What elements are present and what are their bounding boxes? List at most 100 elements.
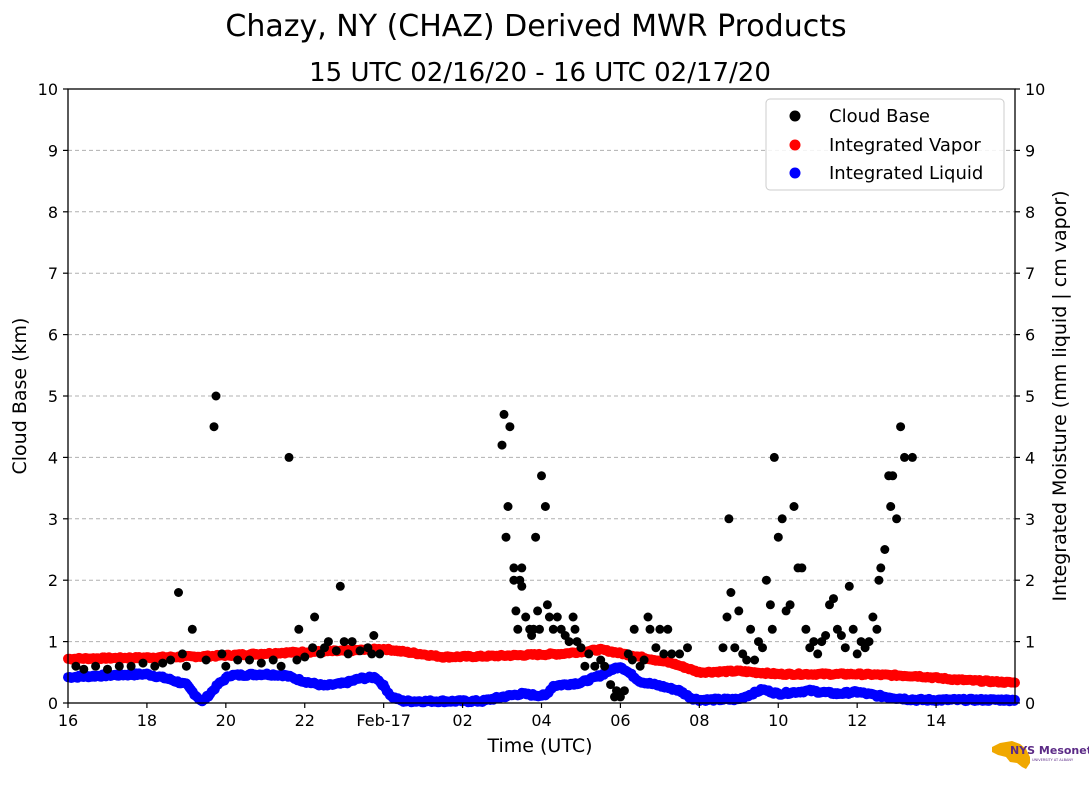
chart-title: Chazy, NY (CHAZ) Derived MWR Products	[225, 9, 846, 44]
cloud-base-point	[789, 502, 799, 511]
cloud-base-point	[517, 581, 527, 591]
y-tick-label-left: 8	[48, 203, 58, 222]
cloud-base-point	[292, 655, 302, 665]
cloud-base-point	[659, 649, 669, 659]
x-tick-label: 02	[452, 711, 472, 730]
legend-label-integrated-vapor: Integrated Vapor	[829, 135, 981, 156]
cloud-base-point	[375, 649, 385, 659]
cloud-base-point	[499, 409, 509, 419]
y-tick-label-right: 2	[1025, 571, 1035, 590]
cloud-base-point	[580, 661, 590, 671]
cloud-base-point	[540, 502, 550, 511]
y-tick-label-left: 10	[38, 80, 58, 99]
x-tick-label: 12	[847, 711, 867, 730]
cloud-base-point	[864, 637, 874, 647]
cloud-base-point	[655, 624, 665, 634]
logo-text: NYS Mesonet	[1010, 744, 1089, 757]
x-tick-label: 06	[610, 711, 630, 730]
cloud-base-point	[651, 643, 661, 653]
cloud-base-point	[730, 643, 740, 653]
cloud-base-point	[533, 606, 543, 616]
cloud-base-point	[511, 606, 521, 616]
nys-mesonet-logo: NYS Mesonet UNIVERSITY AT ALBANY	[992, 741, 1089, 769]
cloud-base-point	[201, 655, 211, 665]
cloud-base-point	[367, 649, 377, 659]
cloud-base-point	[564, 637, 574, 647]
cloud-base-point	[886, 502, 896, 511]
chart-subtitle: 15 UTC 02/16/20 - 16 UTC 02/17/20	[309, 58, 771, 88]
cloud-base-point	[848, 624, 858, 634]
cloud-base-point	[758, 643, 767, 653]
cloud-base-point	[268, 655, 278, 665]
cloud-base-point	[880, 545, 890, 554]
cloud-base-point	[643, 612, 653, 622]
cloud-base-point	[174, 588, 183, 597]
cloud-base-point	[568, 612, 578, 622]
cloud-base-point	[726, 588, 736, 597]
x-tick-label: 16	[58, 711, 78, 730]
y-tick-label-left: 5	[48, 387, 58, 406]
cloud-base-point	[892, 514, 902, 524]
y-tick-label-right: 5	[1025, 387, 1035, 406]
nys-state-icon	[992, 741, 1030, 769]
cloud-base-point	[750, 655, 760, 665]
cloud-base-point	[503, 502, 513, 511]
cloud-base-point	[718, 643, 728, 653]
cloud-base-point	[355, 646, 365, 656]
cloud-base-point	[138, 658, 148, 668]
cloud-base-point	[531, 532, 541, 542]
x-tick-label: Feb-17	[356, 711, 410, 730]
y-tick-label-left: 9	[48, 141, 58, 160]
cloud-base-point	[765, 600, 775, 610]
logo-subtext: UNIVERSITY AT ALBANY	[1032, 758, 1074, 762]
legend-label-cloud-base: Cloud Base	[829, 106, 930, 127]
cloud-base-point	[667, 649, 677, 659]
cloud-base-point	[645, 624, 655, 634]
cloud-base-point	[900, 452, 909, 462]
cloud-base-point	[675, 649, 685, 659]
cloud-base-point	[347, 637, 357, 647]
y-tick-label-right: 10	[1025, 80, 1045, 99]
y-tick-label-right: 4	[1025, 448, 1035, 467]
cloud-base-point	[166, 655, 176, 665]
cloud-base-point	[256, 658, 266, 668]
cloud-base-point	[276, 661, 286, 671]
cloud-base-series	[71, 391, 917, 702]
cloud-base-point	[821, 631, 831, 640]
y-tick-label-left: 7	[48, 264, 58, 283]
grid-lines	[68, 149, 1015, 643]
cloud-base-point	[103, 664, 112, 674]
cloud-base-point	[79, 664, 89, 674]
x-axis-label: Time (UTC)	[486, 735, 592, 757]
cloud-base-point	[888, 471, 898, 481]
cloud-base-point	[521, 612, 531, 622]
legend-marker-integrated-vapor	[789, 139, 801, 151]
x-tick-label: 10	[768, 711, 788, 730]
cloud-base-point	[150, 661, 160, 671]
cloud-base-point	[497, 440, 507, 450]
y-tick-label-right: 1	[1025, 633, 1035, 652]
cloud-base-point	[158, 658, 168, 668]
cloud-base-point	[590, 661, 600, 671]
y-tick-label-right: 6	[1025, 326, 1035, 345]
cloud-base-point	[211, 391, 221, 401]
cloud-base-point	[501, 532, 511, 542]
y-tick-label-right: 0	[1025, 694, 1035, 713]
cloud-base-point	[331, 646, 341, 656]
x-tick-label: 04	[531, 711, 551, 730]
x-tick-label: 22	[295, 711, 315, 730]
cloud-base-point	[767, 624, 777, 634]
x-tick-label: 08	[689, 711, 709, 730]
cloud-base-point	[544, 612, 554, 622]
cloud-base-point	[335, 581, 345, 591]
cloud-base-point	[284, 452, 294, 462]
cloud-base-point	[734, 606, 744, 616]
cloud-base-point	[868, 612, 878, 622]
cloud-base-point	[742, 655, 752, 665]
y-tick-label-left: 0	[48, 694, 58, 713]
cloud-base-point	[339, 637, 349, 647]
cloud-base-point	[813, 649, 823, 659]
cloud-base-point	[209, 422, 219, 432]
cloud-base-point	[71, 661, 81, 671]
